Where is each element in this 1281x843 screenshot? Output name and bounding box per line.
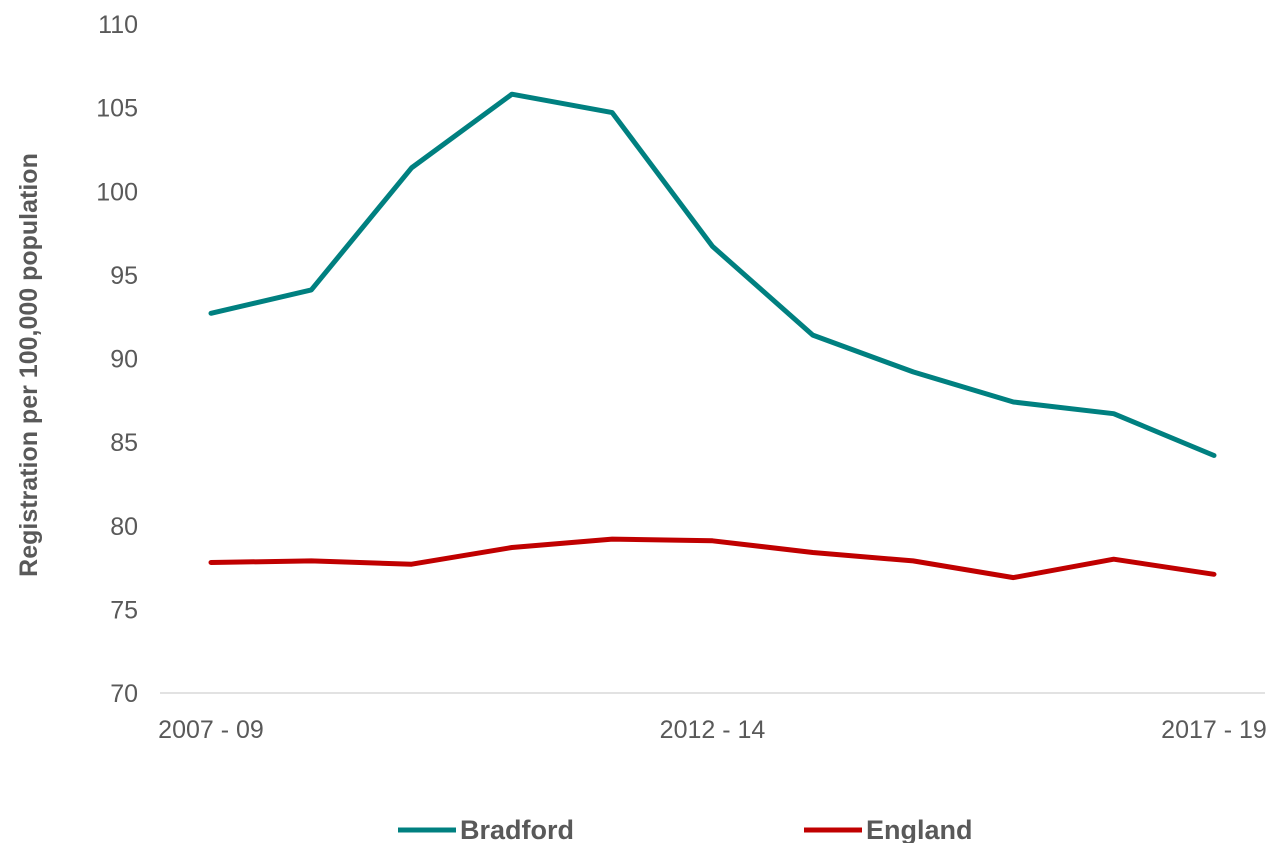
x-tick-label: 2017 - 19	[1161, 716, 1267, 744]
y-tick-label: 85	[110, 429, 138, 457]
x-axis-ticks: 2007 - 09 2012 - 14 2017 - 19	[158, 716, 1267, 744]
legend-label-bradford: Bradford	[460, 815, 574, 843]
y-tick-label: 105	[96, 95, 138, 123]
legend-label-england: England	[866, 815, 973, 843]
y-tick-label: 95	[110, 262, 138, 290]
y-tick-label: 90	[110, 346, 138, 374]
y-tick-label: 80	[110, 513, 138, 541]
y-axis-ticks: 70 75 80 85 90 95 100 105 110	[96, 11, 138, 708]
x-tick-label: 2012 - 14	[660, 716, 766, 744]
legend: Bradford England	[398, 815, 973, 843]
y-tick-label: 100	[96, 178, 138, 206]
y-tick-label: 75	[110, 596, 138, 624]
x-tick-label: 2007 - 09	[158, 716, 264, 744]
series-line-bradford	[208, 91, 1217, 458]
series-line-england	[208, 536, 1217, 581]
series-lines	[208, 91, 1217, 581]
y-tick-label: 70	[110, 680, 138, 708]
y-axis-label: Registration per 100,000 population	[15, 153, 43, 577]
y-tick-label: 110	[98, 11, 138, 39]
